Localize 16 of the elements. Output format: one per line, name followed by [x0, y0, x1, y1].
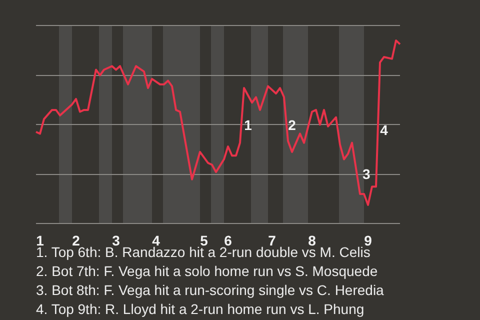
x-tick-label: 2: [72, 232, 80, 248]
annotation: 4: [380, 122, 388, 138]
x-tick-label: 9: [364, 232, 372, 248]
x-tick-label: 3: [112, 232, 120, 248]
x-tick-label: 7: [268, 232, 276, 248]
x-tick-label: 8: [308, 232, 316, 248]
x-tick-label: 4: [152, 232, 160, 248]
text: 2. Bot 7th: F. Vega hit a solo home run vs S. Mosquede: [36, 262, 379, 281]
x-tick-label: 1: [36, 232, 44, 248]
annotation: 3: [362, 166, 370, 182]
x-tick-label: 5: [200, 232, 208, 248]
annotation: 2: [288, 116, 296, 133]
text: 3. Bot 8th: F. Vega hit a run-scoring single vs C. Heredia: [36, 281, 384, 300]
x-tick-label: 6: [224, 232, 232, 248]
text: 4. Top 9th: R. Lloyd hit a 2-run home run vs L. Phung: [36, 300, 366, 319]
annotation: 1: [244, 116, 252, 133]
